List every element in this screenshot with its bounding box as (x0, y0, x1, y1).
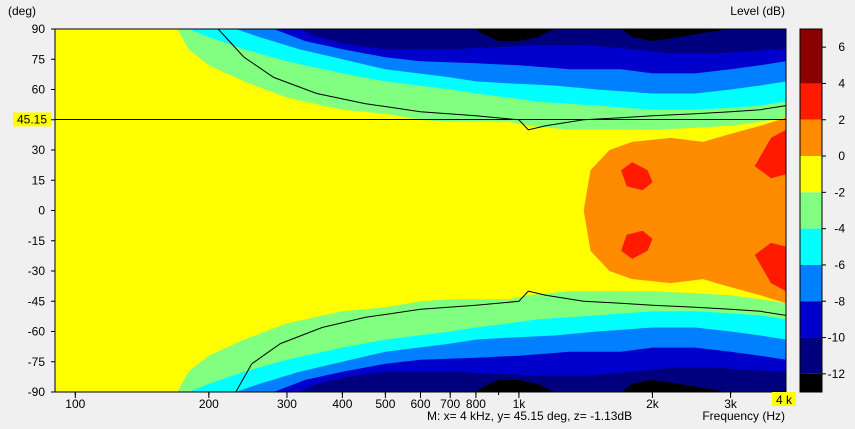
colorbar-band (800, 119, 822, 157)
x-tick-label: 700 (440, 397, 460, 411)
colorbar-tick-label: 6 (838, 40, 845, 54)
x-tick-label: 200 (199, 397, 219, 411)
contour-line-lower (235, 290, 786, 392)
contour-region-hot (754, 129, 786, 179)
x-tick-label: 1k (513, 397, 527, 411)
y-tick-label: 90 (32, 22, 46, 36)
y-tick-label: 60 (32, 83, 46, 97)
y-tick-label: 15 (32, 173, 46, 187)
cursor-markers[interactable]: 45.15 4 k (13, 112, 796, 407)
contour-bands (55, 29, 786, 392)
colorbar-tick-label: -4 (834, 222, 845, 236)
y-tick-label: 30 (32, 143, 46, 157)
y-tick-label: 75 (32, 52, 46, 66)
x-axis-label: Frequency (Hz) (702, 409, 785, 423)
cursor-y-value: 45.15 (17, 112, 47, 126)
contour-region-hot (621, 162, 653, 191)
x-tick-label: 300 (277, 397, 297, 411)
colorbar-band (800, 29, 822, 84)
x-tick-label: 600 (410, 397, 430, 411)
contour-region-upper (55, 29, 786, 42)
colorbar-band (800, 83, 822, 120)
colorbar-tick-label: 4 (838, 76, 845, 90)
x-tick-label: 500 (375, 397, 395, 411)
colorbar-tick-label: -12 (828, 367, 846, 381)
colorbar-tick-label: -10 (828, 331, 846, 345)
colorbar-frame (799, 28, 823, 393)
x-tick-label: 800 (466, 397, 486, 411)
colorbar-band (800, 301, 822, 338)
x-axis: 100 200 300 400 500 600 700 800 1k 2k 3k (65, 392, 787, 411)
colorbar-tick-label: -2 (834, 185, 845, 199)
colorbar-band (800, 337, 822, 374)
colorbar-tick-label: -8 (834, 294, 845, 308)
colorbar-label: Level (dB) (730, 4, 785, 18)
colorbar-band (800, 192, 822, 229)
contour-region-lower (55, 379, 786, 392)
colorbar-tick-label: 2 (838, 113, 845, 127)
y-tick-label: -30 (28, 264, 46, 278)
x-tick-label: 100 (65, 397, 85, 411)
colorbar-band (800, 228, 822, 265)
contour-region-hot (754, 242, 786, 292)
y-tick-label: -45 (28, 294, 46, 308)
x-tick-label: 400 (332, 397, 352, 411)
colorbar-tick-label: 0 (838, 149, 845, 163)
x-tick-label: 2k (646, 397, 660, 411)
contour-region-upper (55, 29, 786, 54)
contour-region-lower (55, 367, 786, 392)
colorbar-tick-label: -6 (834, 258, 845, 272)
x-tick-label: 3k (724, 397, 738, 411)
y-tick-label: -75 (28, 355, 46, 369)
contour-region-hot (621, 230, 653, 259)
cursor-x-value: 4 k (776, 393, 793, 407)
contour-line-upper (217, 29, 786, 131)
y-tick-label: 0 (38, 204, 45, 218)
cursor-y-value-box[interactable] (13, 112, 51, 127)
cursor-readout: M: x= 4 kHz, y= 45.15 deg, z= -1.13dB (427, 409, 632, 423)
colorbar-band (800, 156, 822, 193)
cursor-x-value-box[interactable] (772, 392, 796, 406)
level-contour-line (217, 29, 786, 392)
y-axis-label: (deg) (8, 4, 36, 18)
y-tick-label: -15 (28, 234, 46, 248)
colorbar: 6 4 2 0 -2 -4 -6 -8 -10 -12 (799, 28, 846, 393)
y-tick-label: -90 (28, 385, 46, 399)
y-tick-label: -60 (28, 325, 46, 339)
colorbar-band (800, 264, 822, 302)
y-axis: 9075604530150-15-30-45-60-75-90 (28, 22, 55, 399)
colorbar-band (800, 373, 822, 392)
